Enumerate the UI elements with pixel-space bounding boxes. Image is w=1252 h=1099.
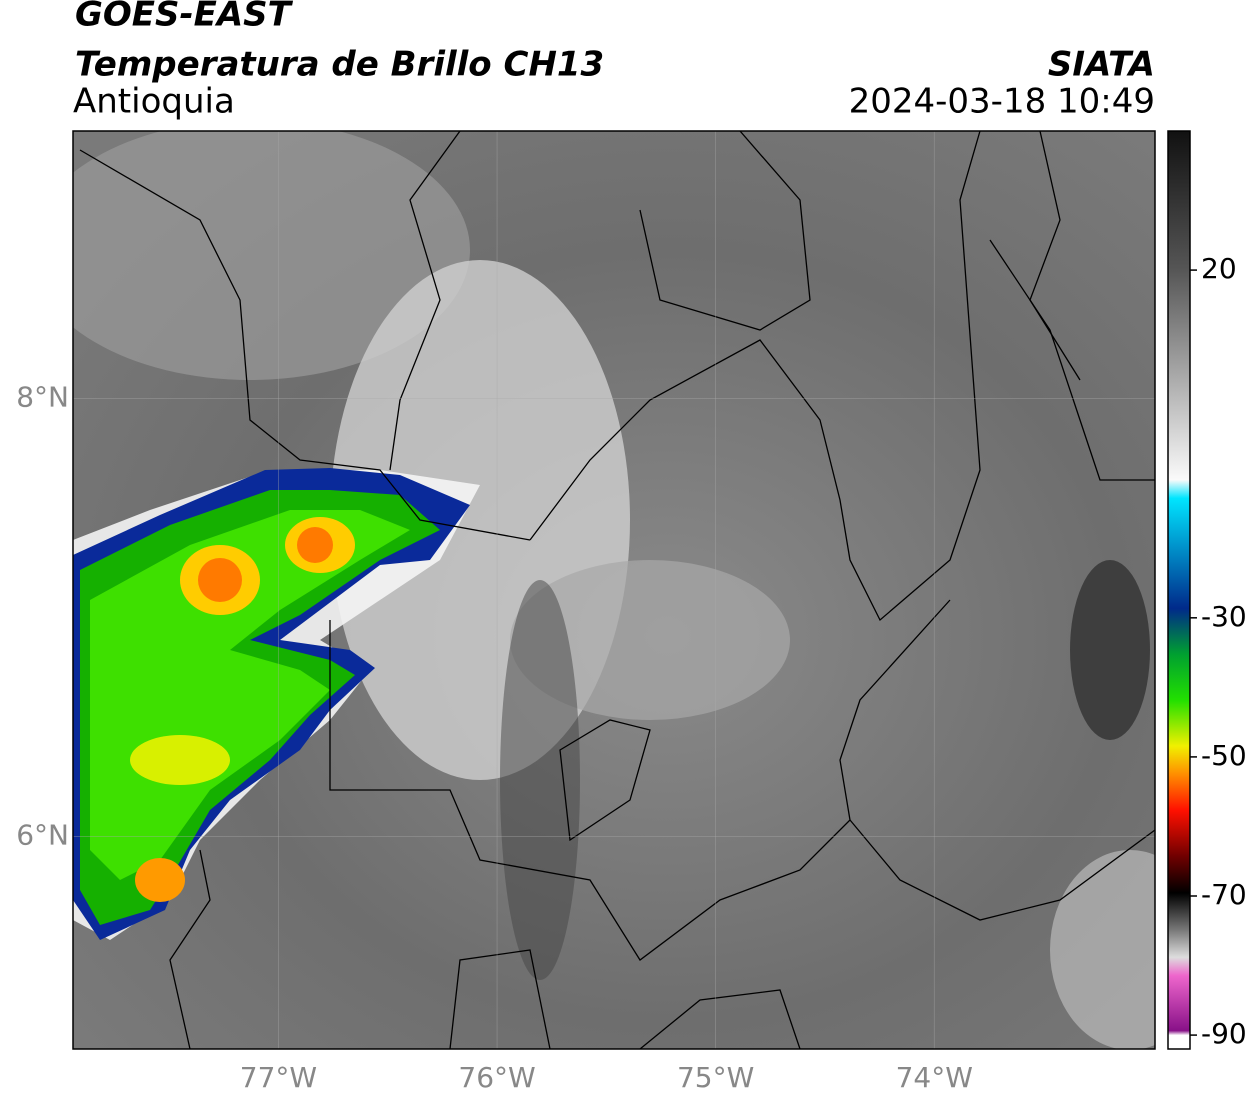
source: SIATA: [1048, 45, 1155, 85]
colorbar-tick-label: -90: [1201, 1017, 1247, 1050]
x-tick-label: 75°W: [677, 1061, 754, 1094]
colorbar-tick-label: 20: [1201, 252, 1237, 285]
colorbar-tick-label: -50: [1201, 739, 1247, 772]
x-tick-label: 74°W: [896, 1061, 973, 1094]
y-tick-label: 6°N: [16, 818, 69, 851]
map-image: [73, 131, 1155, 1049]
title: GOES-EAST: [75, 0, 294, 35]
y-tick-label: 8°N: [16, 380, 69, 413]
colorbar-tick-label: -70: [1201, 878, 1247, 911]
colorbar-tick-label: -30: [1201, 600, 1247, 633]
map-frame: [72, 130, 1156, 1050]
colorbar: [1167, 130, 1191, 1050]
region: Antioquia: [73, 82, 235, 122]
x-tick-label: 77°W: [240, 1061, 317, 1094]
x-tick-label: 76°W: [458, 1061, 535, 1094]
subtitle: Temperatura de Brillo CH13: [75, 45, 604, 85]
datetime: 2024-03-18 10:49: [849, 82, 1155, 122]
